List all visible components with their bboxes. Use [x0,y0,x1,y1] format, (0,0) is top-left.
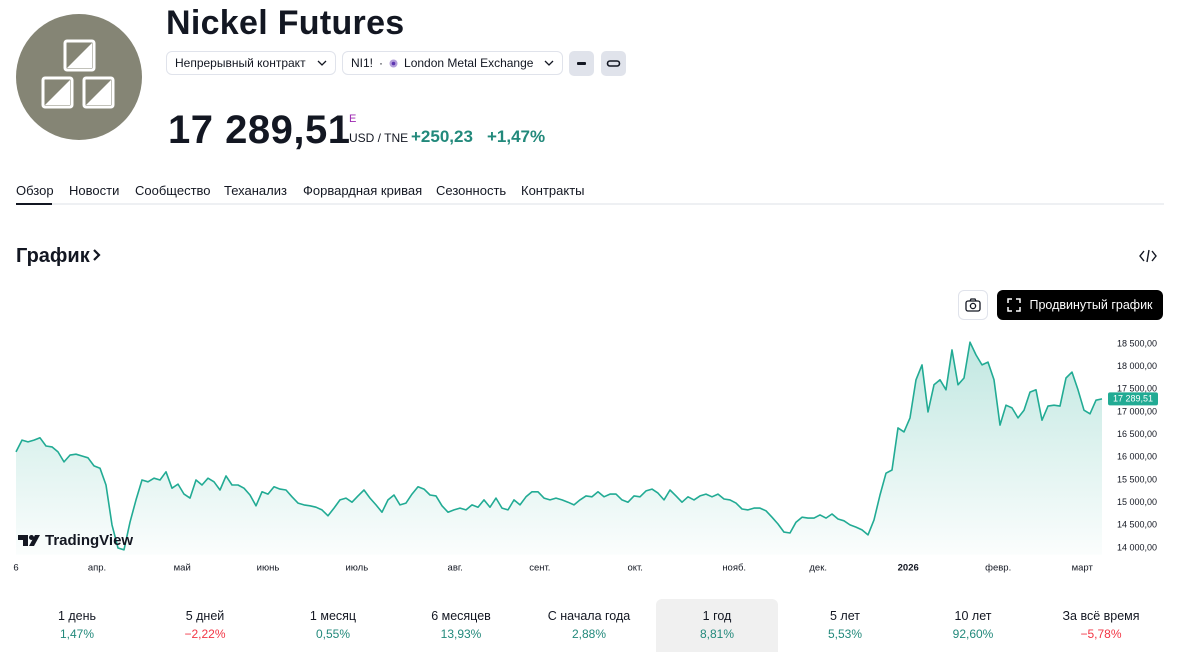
contract-dropdown[interactable]: Непрерывный контракт [166,51,336,75]
last-value-tag [1108,392,1158,406]
tab-underline [16,203,52,205]
period-value: 5,53% [827,627,863,641]
period-label: 10 лет [954,609,992,623]
x-tick-label: март [1072,563,1094,574]
embed-icon[interactable] [1139,248,1157,264]
tab[interactable]: Сообщество [135,183,211,198]
change: +250,23 [411,127,473,146]
x-tick-label: февр. [985,563,1011,574]
advanced-chart-button[interactable]: Продвинутый график [997,290,1163,320]
exchange-label: London Metal Exchange [404,56,534,70]
line [15,341,1103,551]
period-label: 1 день [57,609,97,623]
period-cell[interactable]: 1 день 1,47% [16,599,138,652]
y-tick-label: 14 500,00 [1117,520,1157,530]
change-percent: +1,47% [487,127,546,146]
price-flag: E [349,113,357,125]
brand-logo [18,535,40,546]
x-tick-label: 6 [13,563,18,574]
period-value: 13,93% [440,627,482,641]
period-label: 1 месяц [309,609,357,623]
period-value: 2,88% [571,627,607,641]
tab[interactable]: Новости [69,183,120,198]
advanced-chart-label: Продвинутый график [1029,298,1153,312]
y-tick-label: 14 000,00 [1117,542,1157,552]
period-cell[interactable]: За всё время −5,78% [1040,599,1162,652]
flag-button[interactable] [569,51,594,76]
dot: · [379,56,384,70]
tab[interactable]: Сезонность [436,183,507,198]
y-tick-label: 17 500,00 [1117,384,1157,394]
brand-mark [18,535,28,546]
period-value: −2,22% [184,627,226,641]
tabs-separator [16,203,1164,205]
line-area [16,342,1102,555]
chevron [92,249,101,261]
symbol-label: NI1! [351,56,374,70]
x-tick-label: авг. [448,563,463,574]
snapshot-button[interactable] [958,290,988,320]
x-tick-label: июнь [257,563,280,574]
link-button[interactable] [601,51,626,76]
period-value: −5,78% [1080,627,1122,641]
tab[interactable]: Форвардная кривая [303,183,423,198]
chevron [544,60,554,66]
period-cell[interactable]: С начала года 2,88% [528,599,650,652]
period-cell[interactable]: 5 лет 5,53% [784,599,906,652]
tab[interactable]: Теханализ [224,183,287,198]
x-tick-label: 2026 [898,563,919,574]
period-label: 5 дней [185,609,225,623]
brand-name: TradingView [45,532,133,549]
last-value-label: 17 289,51 [1113,393,1153,403]
y-tick-label: 16 000,00 [1117,452,1157,462]
x-tick-label: апр. [88,563,106,574]
brand-mark [29,535,40,546]
x-tick-label: июль [345,563,368,574]
period-label: 1 год [702,609,732,623]
exchange-icon [389,59,398,67]
y-tick-label: 15 500,00 [1117,474,1157,484]
x-tick-label: нояб. [722,563,746,574]
period-label: За всё время [1062,609,1140,623]
x-tick-label: дек. [809,563,827,574]
chevron [317,60,327,66]
x-tick-label: май [174,563,191,574]
y-tick-label: 18 500,00 [1117,338,1157,348]
period-cell[interactable]: 5 дней −2,22% [144,599,266,652]
period-cell[interactable]: 6 месяцев 13,93% [400,599,522,652]
period-label: 5 лет [830,609,860,623]
period-value: 8,81% [699,627,735,641]
y-tick-label: 16 500,00 [1117,429,1157,439]
fullscreen-icon [1007,298,1022,312]
section-title[interactable]: График [16,245,102,268]
period-value: 1,47% [59,627,95,641]
period-value: 92,60% [952,627,994,641]
chart: 14 000,00 14 500,00 15 000,00 15 500,00 16 0… [13,338,1158,574]
y-tick-label: 17 000,00 [1117,406,1157,416]
title: Nickel Futures [166,4,405,42]
price: 17 289,51 [168,108,351,152]
period-label: 6 месяцев [431,609,491,623]
period-cell[interactable]: 10 лет 92,60% [912,599,1034,652]
contract-label: Непрерывный контракт [175,56,306,70]
x-tick-label: окт. [627,563,642,574]
period-cell[interactable]: 1 месяц 0,55% [272,599,394,652]
section-title-text: График [16,245,90,267]
tab[interactable]: Обзор [16,183,54,198]
tab[interactable]: Контракты [521,183,585,198]
brand-mark [29,535,34,540]
symbol-dropdown[interactable]: NI1! · London Metal Exchange [342,51,563,75]
period-cell[interactable]: 1 год 8,81% [656,599,778,652]
currency: USD / TNE [349,131,409,145]
period-value: 0,55% [315,627,351,641]
symbol-icon [16,14,142,140]
y-tick-label: 18 000,00 [1117,361,1157,371]
y-tick-label: 15 000,00 [1117,497,1157,507]
x-tick-label: сент. [529,563,550,574]
period-label: С начала года [547,609,631,623]
